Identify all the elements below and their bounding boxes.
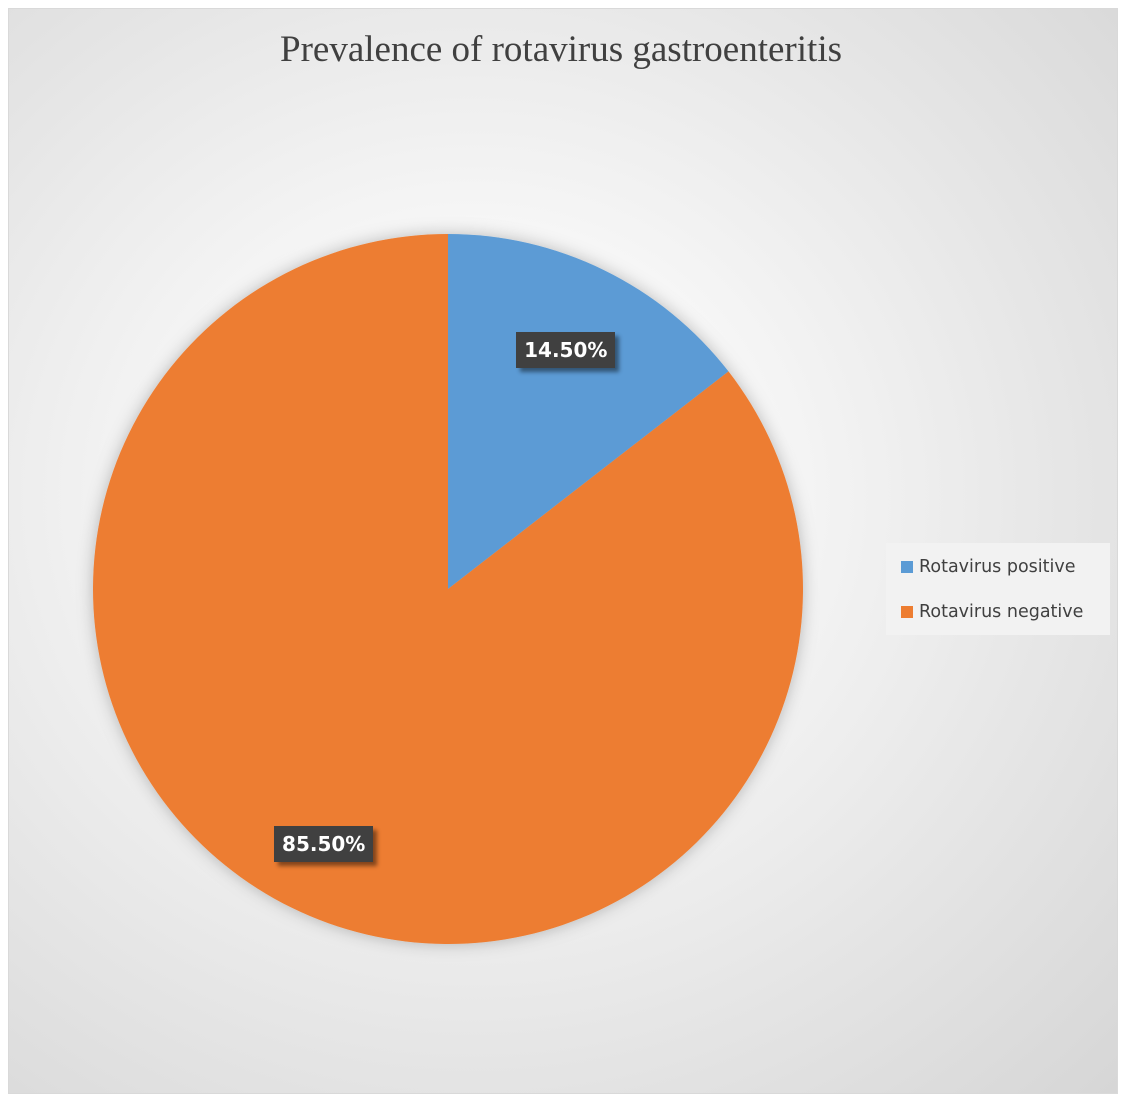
- chart-title: Prevalence of rotavirus gastroenteritis: [280, 29, 842, 70]
- data-label-positive: 14.50%: [516, 331, 616, 368]
- legend-swatch-negative: [901, 605, 913, 618]
- legend-item-negative: Rotavirus negative: [901, 600, 1110, 623]
- legend: Rotavirus positive Rotavirus negative: [886, 543, 1110, 635]
- pie-slice-positive: [448, 234, 729, 589]
- legend-label-positive: Rotavirus positive: [919, 556, 1076, 577]
- legend-swatch-positive: [901, 560, 913, 573]
- legend-item-positive: Rotavirus positive: [901, 555, 1110, 578]
- legend-label-negative: Rotavirus negative: [919, 601, 1084, 622]
- pie-slice-negative: [92, 234, 803, 944]
- data-label-negative: 85.50%: [274, 826, 374, 863]
